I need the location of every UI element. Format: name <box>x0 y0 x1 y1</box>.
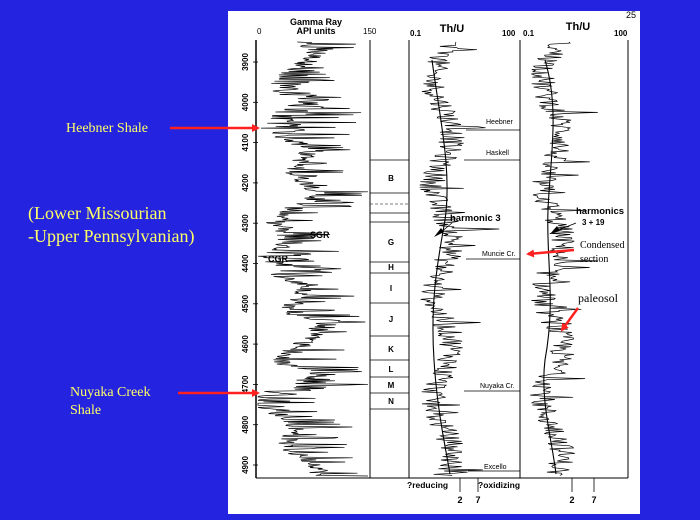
thu-trace <box>419 41 500 476</box>
zone-label: N <box>388 397 394 406</box>
harmonics-pointer-line <box>555 222 577 232</box>
depth-label: 3900 <box>241 53 250 71</box>
thu-log-curve-1 <box>419 41 500 476</box>
zone-column: B G H I J K L M N <box>370 159 409 410</box>
gamma-ray-log-curve <box>257 41 369 477</box>
gamma-trace <box>257 41 369 477</box>
thu2-scale-min: 0.1 <box>523 29 535 38</box>
harmonics-arrowhead <box>550 226 560 234</box>
zone-label: J <box>389 315 393 324</box>
zone-label: M <box>388 381 395 390</box>
excello-annotation: Excello <box>484 464 507 471</box>
depth-label: 4500 <box>241 294 250 312</box>
gamma-scale-min: 0 <box>257 27 262 36</box>
zone-label: K <box>388 345 394 354</box>
harmonic-3-arrowhead <box>434 228 444 237</box>
zone-label: B <box>388 174 394 183</box>
zone-label: L <box>389 365 394 374</box>
thu1-tick-label-2: 2 <box>457 495 462 505</box>
depth-label: 4300 <box>241 214 250 232</box>
gamma-title-line1: Gamma Ray <box>290 17 342 27</box>
gamma-scale-max: 150 <box>363 27 377 36</box>
condensed-section-label-line2: section <box>580 254 608 265</box>
depth-label: 4400 <box>241 254 250 272</box>
thu-log-curve-2 <box>530 41 599 476</box>
sgr-curve-label: SGR <box>310 230 330 240</box>
harmonic-3-trend-line <box>431 59 451 475</box>
thu2-scale-max: 100 <box>614 29 628 38</box>
label-age-line1: (Lower Missourian <box>28 203 167 223</box>
zone-label: I <box>390 284 392 293</box>
nuyaka-annotation: Nuyaka Cr. <box>480 383 515 390</box>
gamma-title-line2: API units <box>296 26 335 36</box>
depth-axis: 3900 4000 4100 4200 4300 4400 4500 4600 4700 4800… <box>241 53 258 474</box>
harmonics-label-line1: harmonics <box>576 206 624 217</box>
depth-label: 4200 <box>241 173 250 191</box>
heebner-annotation: Heebner <box>486 119 514 126</box>
thu1-tick-label-7: 7 <box>475 495 480 505</box>
depth-label: 4900 <box>241 456 250 474</box>
harmonics-label-line2: 3 + 19 <box>582 218 605 227</box>
paleosol-label: paleosol <box>578 291 619 305</box>
harmonics-3-19-trend-line <box>543 59 557 475</box>
label-nuyaka-line1: Nuyaka Creek <box>70 385 151 400</box>
thu2-tick-label-7: 7 <box>591 495 596 505</box>
oxidizing-label: ?oxidizing <box>478 480 520 490</box>
label-age-line2: -Upper Pennsylvanian) <box>28 226 195 246</box>
label-nuyaka-line2: Shale <box>70 403 102 418</box>
cgr-curve-label: CGR <box>268 254 289 264</box>
thu2-title: Th/U <box>566 21 590 33</box>
muncie-annotation: Muncie Cr. <box>482 251 516 258</box>
page-number: 25 <box>626 10 636 20</box>
depth-label: 4000 <box>241 93 250 111</box>
thu-trace <box>530 41 599 476</box>
zone-label: G <box>388 238 394 247</box>
thu2-tick-label-2: 2 <box>569 495 574 505</box>
harmonic-3-label: harmonic 3 <box>450 213 501 224</box>
depth-label: 4800 <box>241 415 250 433</box>
depth-label: 4100 <box>241 133 250 151</box>
reducing-label: ?reducing <box>407 480 448 490</box>
depth-label: 4600 <box>241 335 250 353</box>
depth-label: 4700 <box>241 375 250 393</box>
condensed-section-label-line1: Condensed <box>580 240 624 251</box>
thu1-title: Th/U <box>440 23 464 35</box>
thu1-scale-min: 0.1 <box>410 29 422 38</box>
zone-label: H <box>388 263 394 272</box>
thu1-scale-max: 100 <box>502 29 516 38</box>
haskell-annotation: Haskell <box>486 150 509 157</box>
label-heebner-shale: Heebner Shale <box>66 121 149 136</box>
